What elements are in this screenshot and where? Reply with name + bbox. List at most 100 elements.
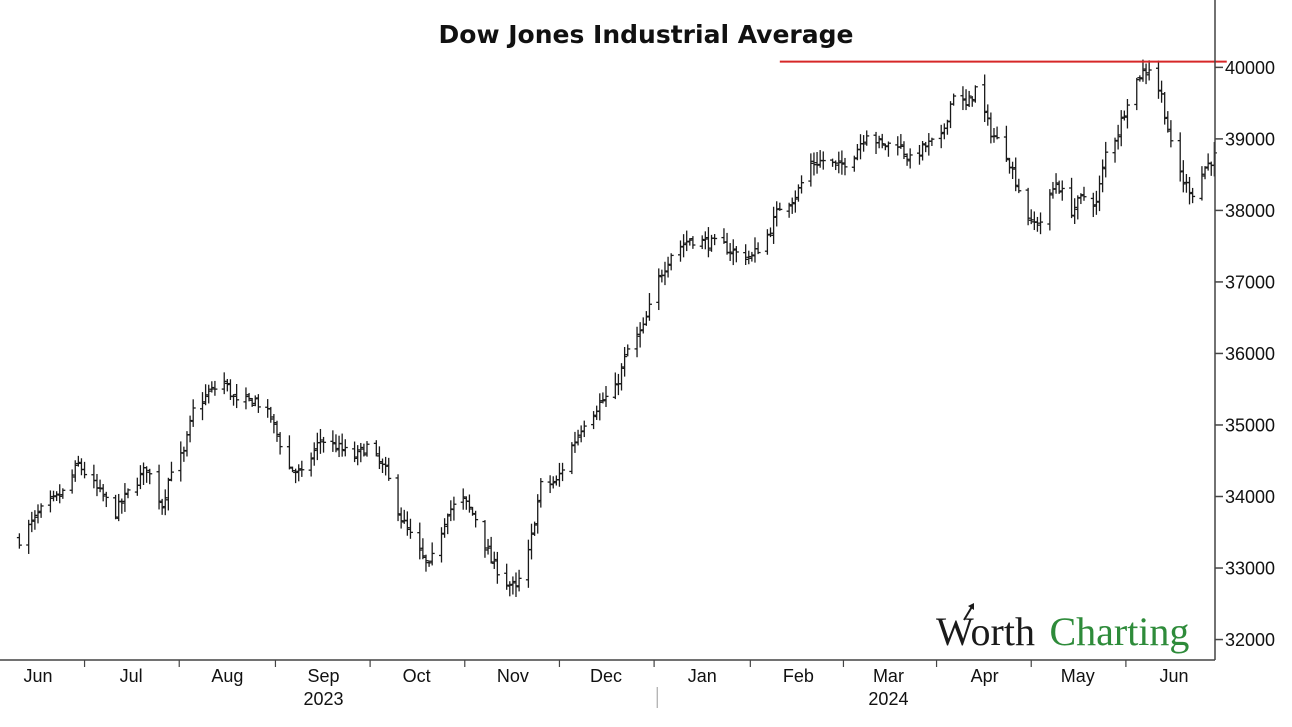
ohlc-bar [395, 474, 401, 522]
ohlc-bar [898, 134, 904, 149]
ohlc-bar [125, 488, 131, 499]
ohlc-bar [901, 141, 907, 160]
ohlc-bar [134, 477, 140, 496]
ohlc-bar [861, 135, 867, 152]
ohlc-bar [113, 494, 119, 520]
ohlc-bar [966, 90, 972, 108]
ohlc-bar [271, 414, 277, 434]
ohlc-bar [575, 429, 581, 446]
ohlc-bar [1155, 60, 1161, 99]
ohlc-bar [920, 140, 926, 161]
ohlc-bar [1069, 177, 1075, 219]
ohlc-bar [951, 93, 957, 106]
y-tick-label: 35000 [1225, 415, 1275, 435]
ohlc-bar [361, 443, 367, 457]
ohlc-bar [231, 394, 237, 406]
ohlc-bar [47, 490, 53, 513]
x-tick-label: Jun [23, 666, 52, 686]
ohlc-bar [187, 415, 193, 443]
ohlc-bar [637, 322, 643, 348]
ohlc-bar [119, 498, 125, 514]
y-tick-label: 40000 [1225, 58, 1275, 78]
ohlc-bar [904, 153, 910, 166]
ohlc-bar [1180, 160, 1186, 193]
ohlc-bar [988, 112, 994, 144]
x-tick-label: Oct [403, 666, 431, 686]
ohlc-bar [491, 551, 497, 569]
ohlc-bar [677, 240, 683, 262]
ohlc-bar [209, 381, 215, 393]
ohlc-bar [1146, 60, 1152, 81]
ohlc-bar [709, 234, 715, 252]
ohlc-bar [94, 473, 100, 497]
chart-axes [0, 0, 1216, 708]
ohlc-bar [438, 527, 444, 563]
ohlc-bar [407, 518, 413, 539]
ohlc-bar [485, 538, 491, 555]
y-axis-ticks: 32000 33000 34000 35000 36000 37000 38000 39000… [1215, 58, 1275, 650]
y-tick-label: 33000 [1225, 559, 1275, 579]
ohlc-bar [1050, 181, 1056, 199]
logo-word-charting: Charting [1049, 609, 1189, 654]
ohlc-bar [724, 232, 730, 255]
ohlc-bar [51, 490, 57, 502]
logo-word-worth: Worth [936, 609, 1035, 654]
ohlc-bar [69, 469, 75, 494]
ohlc-bar [774, 201, 780, 227]
ohlc-bar [386, 457, 392, 481]
ohlc-bar [556, 462, 562, 487]
ohlc-bar [1137, 75, 1143, 82]
ohlc-bar [358, 442, 364, 463]
worth-charting-logo: Worth Charting [936, 603, 1189, 654]
ohlc-bar [451, 496, 457, 521]
ohlc-bar [895, 136, 901, 156]
ohlc-bar [622, 346, 628, 377]
ohlc-bar [1016, 178, 1022, 194]
ohlc-bar [380, 458, 386, 474]
ohlc-bar [336, 435, 342, 458]
y-tick-label: 32000 [1225, 630, 1275, 650]
ohlc-bar [243, 387, 249, 410]
ohlc-bar [159, 498, 165, 515]
ohlc-bar [836, 151, 842, 174]
ohlc-bar [690, 236, 696, 249]
ohlc-bar [463, 496, 469, 510]
ohlc-bar [401, 509, 407, 524]
ohlc-bar [1013, 157, 1019, 192]
ohlc-bar [38, 503, 44, 518]
ohlc-bar [181, 446, 187, 462]
ohlc-bar [982, 74, 988, 123]
ohlc-bar [1003, 125, 1009, 162]
ohlc-bar [165, 477, 171, 511]
ohlc-bar [907, 148, 913, 169]
ohlc-bar [771, 206, 777, 244]
ohlc-bar [1053, 173, 1059, 194]
ohlc-bar [643, 311, 649, 326]
ohlc-bar [190, 399, 196, 427]
ohlc-bar [293, 468, 299, 484]
ohlc-bar [224, 378, 230, 392]
ohlc-bar [603, 386, 609, 407]
ohlc-bar [423, 554, 429, 572]
ohlc-bar [963, 89, 969, 111]
ohlc-bar [296, 464, 302, 482]
ohlc-bar [1165, 111, 1171, 133]
ohlc-bar [420, 538, 426, 560]
x-tick-label: May [1061, 666, 1095, 686]
ohlc-bar [212, 380, 218, 396]
ohlc-bar [733, 246, 739, 263]
ohlc-bar [1199, 166, 1205, 201]
ohlc-bar [1134, 77, 1140, 111]
ohlc-bar [1202, 166, 1208, 180]
ohlc-bar [786, 202, 792, 218]
ohlc-bar [699, 235, 705, 250]
year-label: 2023 [304, 689, 344, 709]
ohlc-bar [991, 128, 997, 143]
ohlc-bar [274, 420, 280, 442]
ohlc-bar [581, 420, 587, 438]
ohlc-bar [1038, 212, 1044, 235]
ohlc-bar [442, 518, 448, 538]
ohlc-bar [600, 392, 606, 404]
ohlc-bar [255, 394, 261, 413]
